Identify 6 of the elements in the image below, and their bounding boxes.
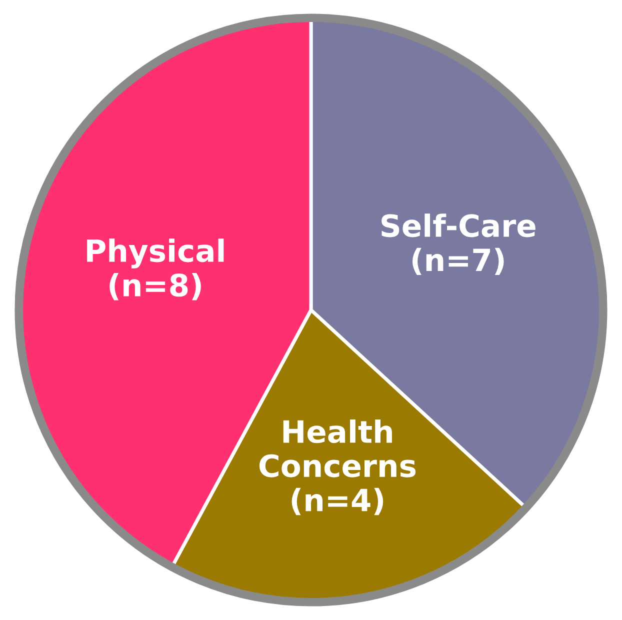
slice-label: Health Concerns — [259, 419, 416, 478]
data-label: (n=4) — [292, 488, 384, 516]
data-label: (n=8) — [110, 273, 201, 300]
data-label: (n=7) — [412, 248, 504, 276]
slice-label: Physical — [87, 238, 224, 268]
slice-label: Self-Care — [382, 214, 536, 238]
